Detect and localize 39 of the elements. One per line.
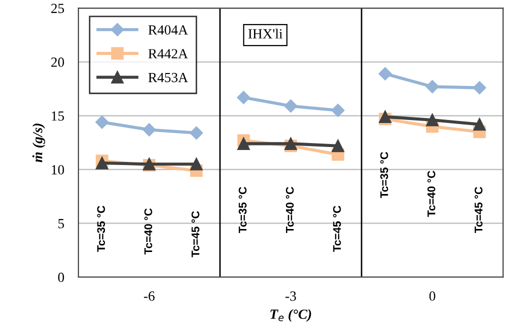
y-tick-label: 0 xyxy=(58,272,64,282)
y-tick-label: 5 xyxy=(58,219,64,228)
x-tick-label: -3 xyxy=(286,291,296,301)
point xyxy=(190,126,203,140)
x-tick-label: -6 xyxy=(144,291,155,301)
annotation: Tc=40 °C xyxy=(144,208,152,255)
point xyxy=(237,137,250,150)
annotation: Tc=45 °C xyxy=(192,211,200,258)
y-tick-label: 10 xyxy=(52,165,64,174)
point xyxy=(472,81,486,94)
annotation: Tc=40 °C xyxy=(286,186,294,234)
point xyxy=(142,123,156,136)
y-axis-title: ṁ (g/s) xyxy=(32,124,46,162)
legend-label: R453A xyxy=(148,72,188,82)
point xyxy=(332,140,344,152)
point xyxy=(95,116,109,129)
legend-label: R404A xyxy=(148,25,188,35)
annotation: Tc=40 °C xyxy=(427,170,436,217)
point xyxy=(284,99,298,113)
y-tick-label: 15 xyxy=(52,111,64,121)
y-tick-label: 20 xyxy=(51,58,64,67)
point xyxy=(426,114,439,126)
point xyxy=(378,67,392,80)
x-axis-title: T$_{e}$ (°C) xyxy=(270,309,312,322)
point xyxy=(190,158,203,170)
point xyxy=(473,118,486,131)
annotation: IHX'li xyxy=(248,28,282,38)
annotation: Tc=45 °C xyxy=(333,206,341,252)
annotation: Tc=35 °C xyxy=(97,206,106,252)
annotation: Tc=45 °C xyxy=(474,186,482,234)
annotation: Tc=35 °C xyxy=(238,186,247,234)
annotation: Tc=35 °C xyxy=(380,152,388,198)
point xyxy=(284,137,298,150)
y-tick-label: 25 xyxy=(51,4,64,14)
point xyxy=(236,90,250,104)
x-tick-label: 0 xyxy=(429,291,436,301)
legend-label: R442A xyxy=(148,49,188,58)
point xyxy=(331,104,345,117)
point xyxy=(426,80,439,94)
